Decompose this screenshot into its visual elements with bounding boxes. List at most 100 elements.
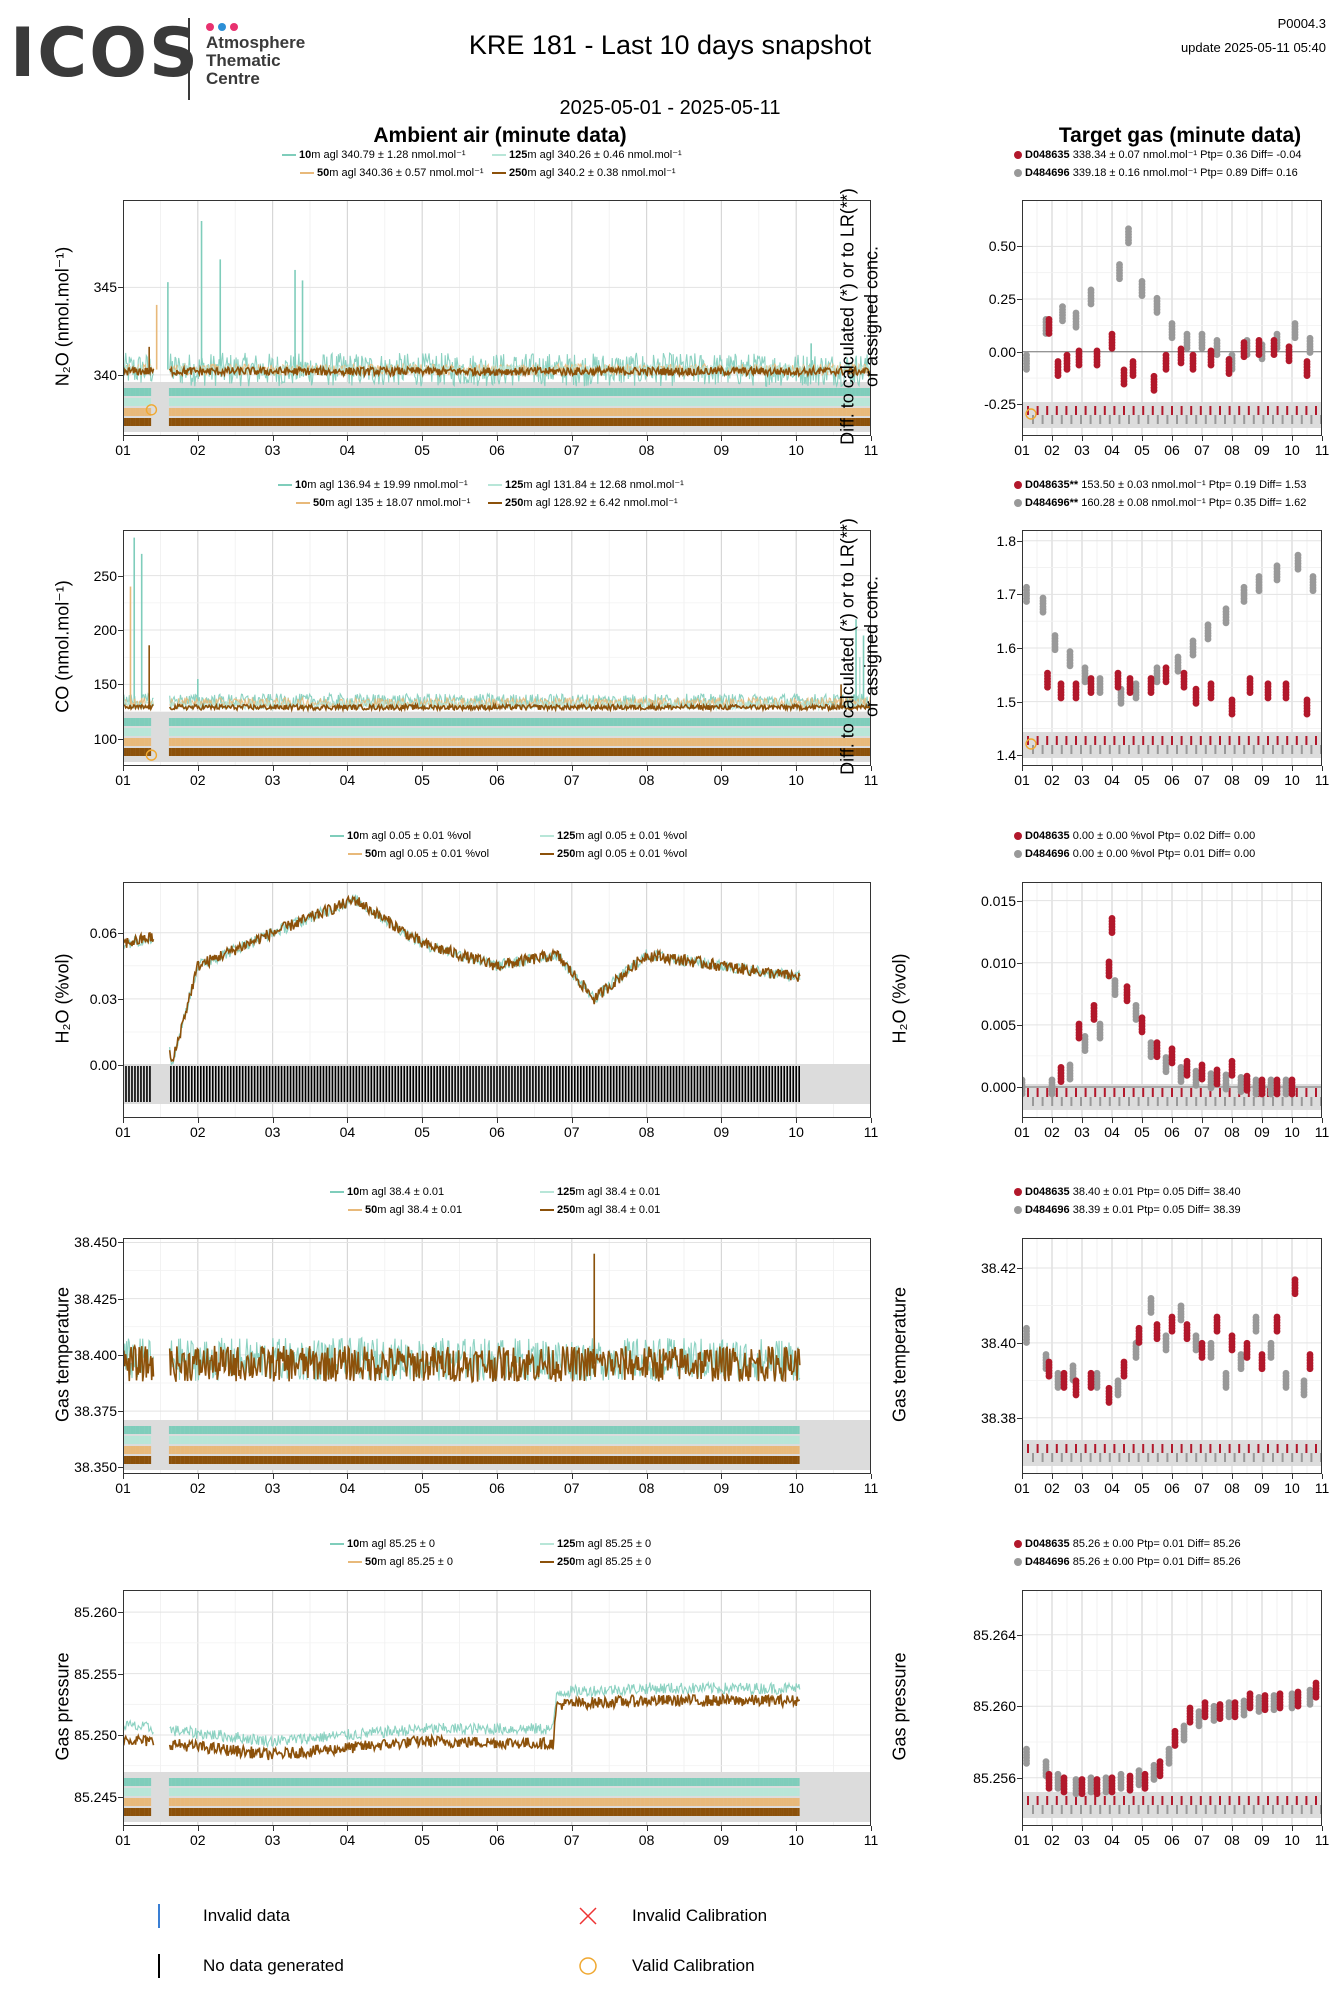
- y-tick-label: 340: [93, 366, 117, 383]
- tg-legend-swatch: [1014, 151, 1022, 160]
- x-tick-mark: [796, 1118, 798, 1123]
- x-tick-label: 04: [339, 442, 356, 458]
- x-tick-mark: [796, 436, 798, 441]
- x-tick-label: 09: [1254, 1124, 1270, 1140]
- tg-legend-swatch: [1014, 1206, 1022, 1215]
- target-gas-heading: Target gas (minute data): [1058, 124, 1302, 147]
- x-tick-mark: [422, 766, 424, 771]
- x-tick-label: 10: [1284, 1124, 1300, 1140]
- legend-text: m agl 340.79 ± 1.28 nmol.mol⁻¹: [311, 149, 466, 161]
- target-gas-point-D048635: [1228, 1057, 1236, 1065]
- x-tick-label: 09: [713, 1124, 730, 1140]
- legend-text: m agl 340.26 ± 0.46 nmol.mol⁻¹: [527, 149, 682, 161]
- x-tick-mark: [1022, 766, 1023, 771]
- target-gas-point-D048635: [1105, 958, 1113, 966]
- x-tick-label: 05: [1134, 1124, 1150, 1140]
- target-gas-point-D048635: [1045, 315, 1053, 323]
- target-gas-point-D484696: [1051, 632, 1059, 639]
- legend-level: 50: [365, 1204, 378, 1216]
- x-tick-mark: [347, 1118, 349, 1123]
- tg-legend-id: D048635: [1025, 149, 1073, 161]
- tg-legend-entry-tg1: D048635 338.34 ± 0.07 nmol.mol⁻¹ Ptp= 0.…: [1014, 148, 1301, 161]
- target-gas-point-D484696: [1168, 320, 1176, 327]
- x-tick-label: 01: [1014, 1124, 1030, 1140]
- legend-level: 125: [557, 830, 576, 842]
- tg-legend-entry-tg1: D048635 38.40 ± 0.01 Ptp= 0.05 Diff= 38.…: [1014, 1186, 1241, 1198]
- y-tick-label: 250: [93, 567, 117, 584]
- target-gas-point-D048635: [1063, 351, 1071, 359]
- x-tick-label: 08: [1224, 772, 1240, 788]
- tg-legend-text: 0.00 ± 0.00 %vol Ptp= 0.02 Diff= 0.00: [1072, 830, 1256, 842]
- y-tick-mark: [1017, 299, 1022, 301]
- tg-legend-id: D484696: [1025, 848, 1073, 860]
- x-tick-mark: [571, 766, 573, 771]
- target-gas-point-D048635: [1120, 366, 1128, 374]
- x-tick-label: 10: [788, 772, 804, 788]
- x-tick-mark: [721, 766, 723, 771]
- y-tick-mark: [1017, 701, 1022, 703]
- y-tick-mark: [1017, 962, 1022, 964]
- target-gas-point-D484696: [1273, 330, 1281, 338]
- x-tick-mark: [1142, 766, 1143, 771]
- x-tick-label: 05: [414, 772, 430, 788]
- target-gas-point-D484696: [1309, 573, 1317, 580]
- legend-swatch: [540, 1191, 554, 1194]
- update-timestamp: update 2025-05-11 05:40: [1180, 40, 1326, 55]
- tg-legend-entry-tg2: D484696** 160.28 ± 0.08 nmol.mol⁻¹ Ptp= …: [1014, 496, 1306, 509]
- legend-text: m agl 38.4 ± 0.01: [575, 1204, 661, 1216]
- target-gas-plot: [1022, 530, 1322, 766]
- x-tick-label: 01: [1014, 772, 1030, 788]
- y-tick-label: 1.6: [996, 640, 1016, 656]
- plot-frame: [123, 882, 871, 1118]
- plot-frame: [1022, 530, 1322, 766]
- legend-level: 250: [509, 167, 528, 179]
- tg-legend-entry-tg2: D484696 339.18 ± 0.16 nmol.mol⁻¹ Ptp= 0.…: [1014, 166, 1298, 179]
- target-gas-point-D048635: [1246, 675, 1254, 682]
- y-tick-label: 0.00: [89, 1057, 117, 1074]
- y-tick-label: 0.010: [980, 954, 1016, 971]
- y-tick-mark: [118, 374, 123, 376]
- target-gas-point-D048635: [1240, 339, 1248, 346]
- tg-legend-id: D484696: [1025, 1204, 1073, 1216]
- legend-level: 10: [299, 149, 312, 161]
- x-tick-label: 03: [1074, 1124, 1090, 1140]
- x-tick-mark: [272, 436, 274, 441]
- y-tick-mark: [118, 684, 123, 686]
- legend-entry-m125: 125m agl 131.84 ± 12.68 nmol.mol⁻¹: [488, 478, 684, 491]
- target-gas-point-D048635: [1213, 1066, 1221, 1074]
- legend-level: 10: [347, 1186, 360, 1198]
- target-gas-point-D484696: [1132, 680, 1140, 688]
- x-tick-mark: [347, 766, 349, 771]
- target-gas-point-D048635: [1180, 669, 1188, 677]
- tg-y-axis-label: or assigned conc.: [861, 245, 882, 388]
- target-gas-point-D484696: [1023, 583, 1030, 591]
- target-gas-point-D048635: [1108, 330, 1116, 338]
- x-tick-label: 08: [1224, 1124, 1240, 1140]
- logo-text: ICOS: [10, 14, 200, 93]
- legend-text: m agl 340.2 ± 0.38 nmol.mol⁻¹: [527, 167, 676, 179]
- x-tick-label: 04: [1104, 1124, 1120, 1140]
- logo-subtitle: Atmosphere Thematic Centre: [206, 34, 305, 88]
- x-tick-mark: [197, 436, 199, 441]
- target-gas-point-D484696: [1306, 334, 1314, 342]
- target-gas-point-D048635: [1114, 669, 1122, 677]
- x-tick-label: 09: [1254, 442, 1270, 458]
- target-gas-point-D048635: [1303, 696, 1311, 704]
- series-line-250m-agl: [123, 364, 871, 379]
- target-gas-point-D048635: [1147, 675, 1155, 682]
- page-title: KRE 181 - Last 10 days snapshot: [468, 30, 872, 60]
- x-tick-label: 06: [1164, 1124, 1180, 1140]
- x-tick-mark: [1112, 766, 1113, 771]
- x-tick-mark: [1232, 436, 1233, 441]
- legend-entry-m50: 50m agl 0.05 ± 0.01 %vol: [348, 848, 489, 860]
- x-tick-label: 05: [1134, 772, 1150, 788]
- legend-entry-m50: 50m agl 340.36 ± 0.57 nmol.mol⁻¹: [300, 166, 484, 179]
- x-tick-mark: [1172, 1118, 1173, 1123]
- target-gas-point-D484696: [1153, 664, 1161, 672]
- y-tick-label: 1.8: [996, 532, 1016, 549]
- y-tick-mark: [118, 932, 123, 934]
- x-tick-label: 02: [190, 1124, 206, 1140]
- target-gas-point-D048635: [1075, 1020, 1083, 1028]
- legend-level: 125: [557, 1186, 576, 1198]
- x-tick-label: 01: [1014, 442, 1030, 458]
